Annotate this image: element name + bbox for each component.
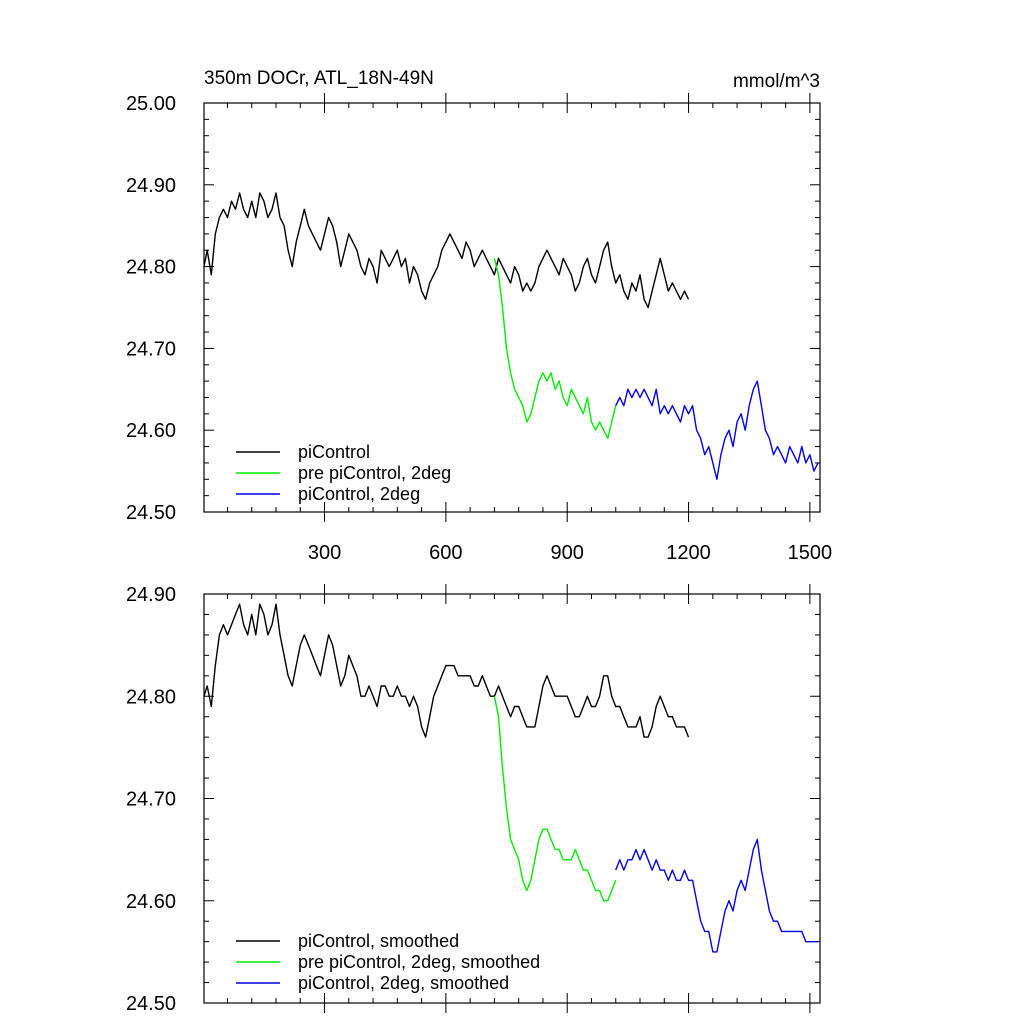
legend-label-picontrol-2deg-smoothed: piControl, 2deg, smoothed: [298, 973, 509, 993]
top-panel: 24.50 24.60 24.70 24.80 24.90 25.00 300 600 900 1…: [126, 93, 832, 564]
series-line-picontrol-2deg: [615, 380, 819, 480]
plot-frame: [203, 102, 821, 513]
y-tick-label: 24.50: [126, 502, 176, 524]
series-line-picontrol: [203, 192, 690, 309]
plot-frame: [203, 593, 821, 1004]
legend-label-picontrol-smoothed: piControl, smoothed: [298, 931, 459, 951]
series-line-pre-picontrol-2deg-smoothed: [493, 696, 617, 902]
x-tick-label: 1500: [788, 542, 833, 564]
x-tick-label: 600: [429, 542, 462, 564]
x-tick-label: 300: [308, 542, 341, 564]
legend-label-picontrol-2deg: piControl, 2deg: [298, 484, 420, 504]
legend-label-pre-picontrol-2deg: pre piControl, 2deg: [298, 463, 451, 483]
legend-label-picontrol: piControl: [298, 442, 370, 462]
y-tick-label: 24.90: [126, 584, 176, 606]
x-tick-label: 900: [551, 542, 584, 564]
y-tick-label: 24.60: [126, 420, 176, 442]
y-tick-label: 24.60: [126, 891, 176, 913]
y-tick-label: 24.70: [126, 338, 176, 360]
x-tick-label: 1200: [666, 542, 711, 564]
chart-title: 350m DOCr, ATL_18N-49N: [204, 68, 434, 89]
y-tick-label: 24.70: [126, 789, 176, 811]
series-line-picontrol-2deg-smoothed: [615, 838, 818, 953]
y-tick-label: 24.50: [126, 993, 176, 1015]
legend-label-pre-picontrol-2deg-smoothed: pre piControl, 2deg, smoothed: [298, 952, 540, 972]
y-tick-label: 24.80: [126, 686, 176, 708]
y-tick-label: 25.00: [126, 93, 176, 115]
y-tick-label: 24.90: [126, 175, 176, 197]
series-line-picontrol-smoothed: [203, 603, 690, 738]
bottom-panel: 24.50 24.60 24.70 24.80 24.90 piControl, smoo…: [126, 584, 821, 1015]
y-tick-label: 24.80: [126, 257, 176, 279]
series-line-pre-picontrol-2deg: [493, 258, 617, 440]
units-label: mmol/m^3: [733, 71, 820, 92]
